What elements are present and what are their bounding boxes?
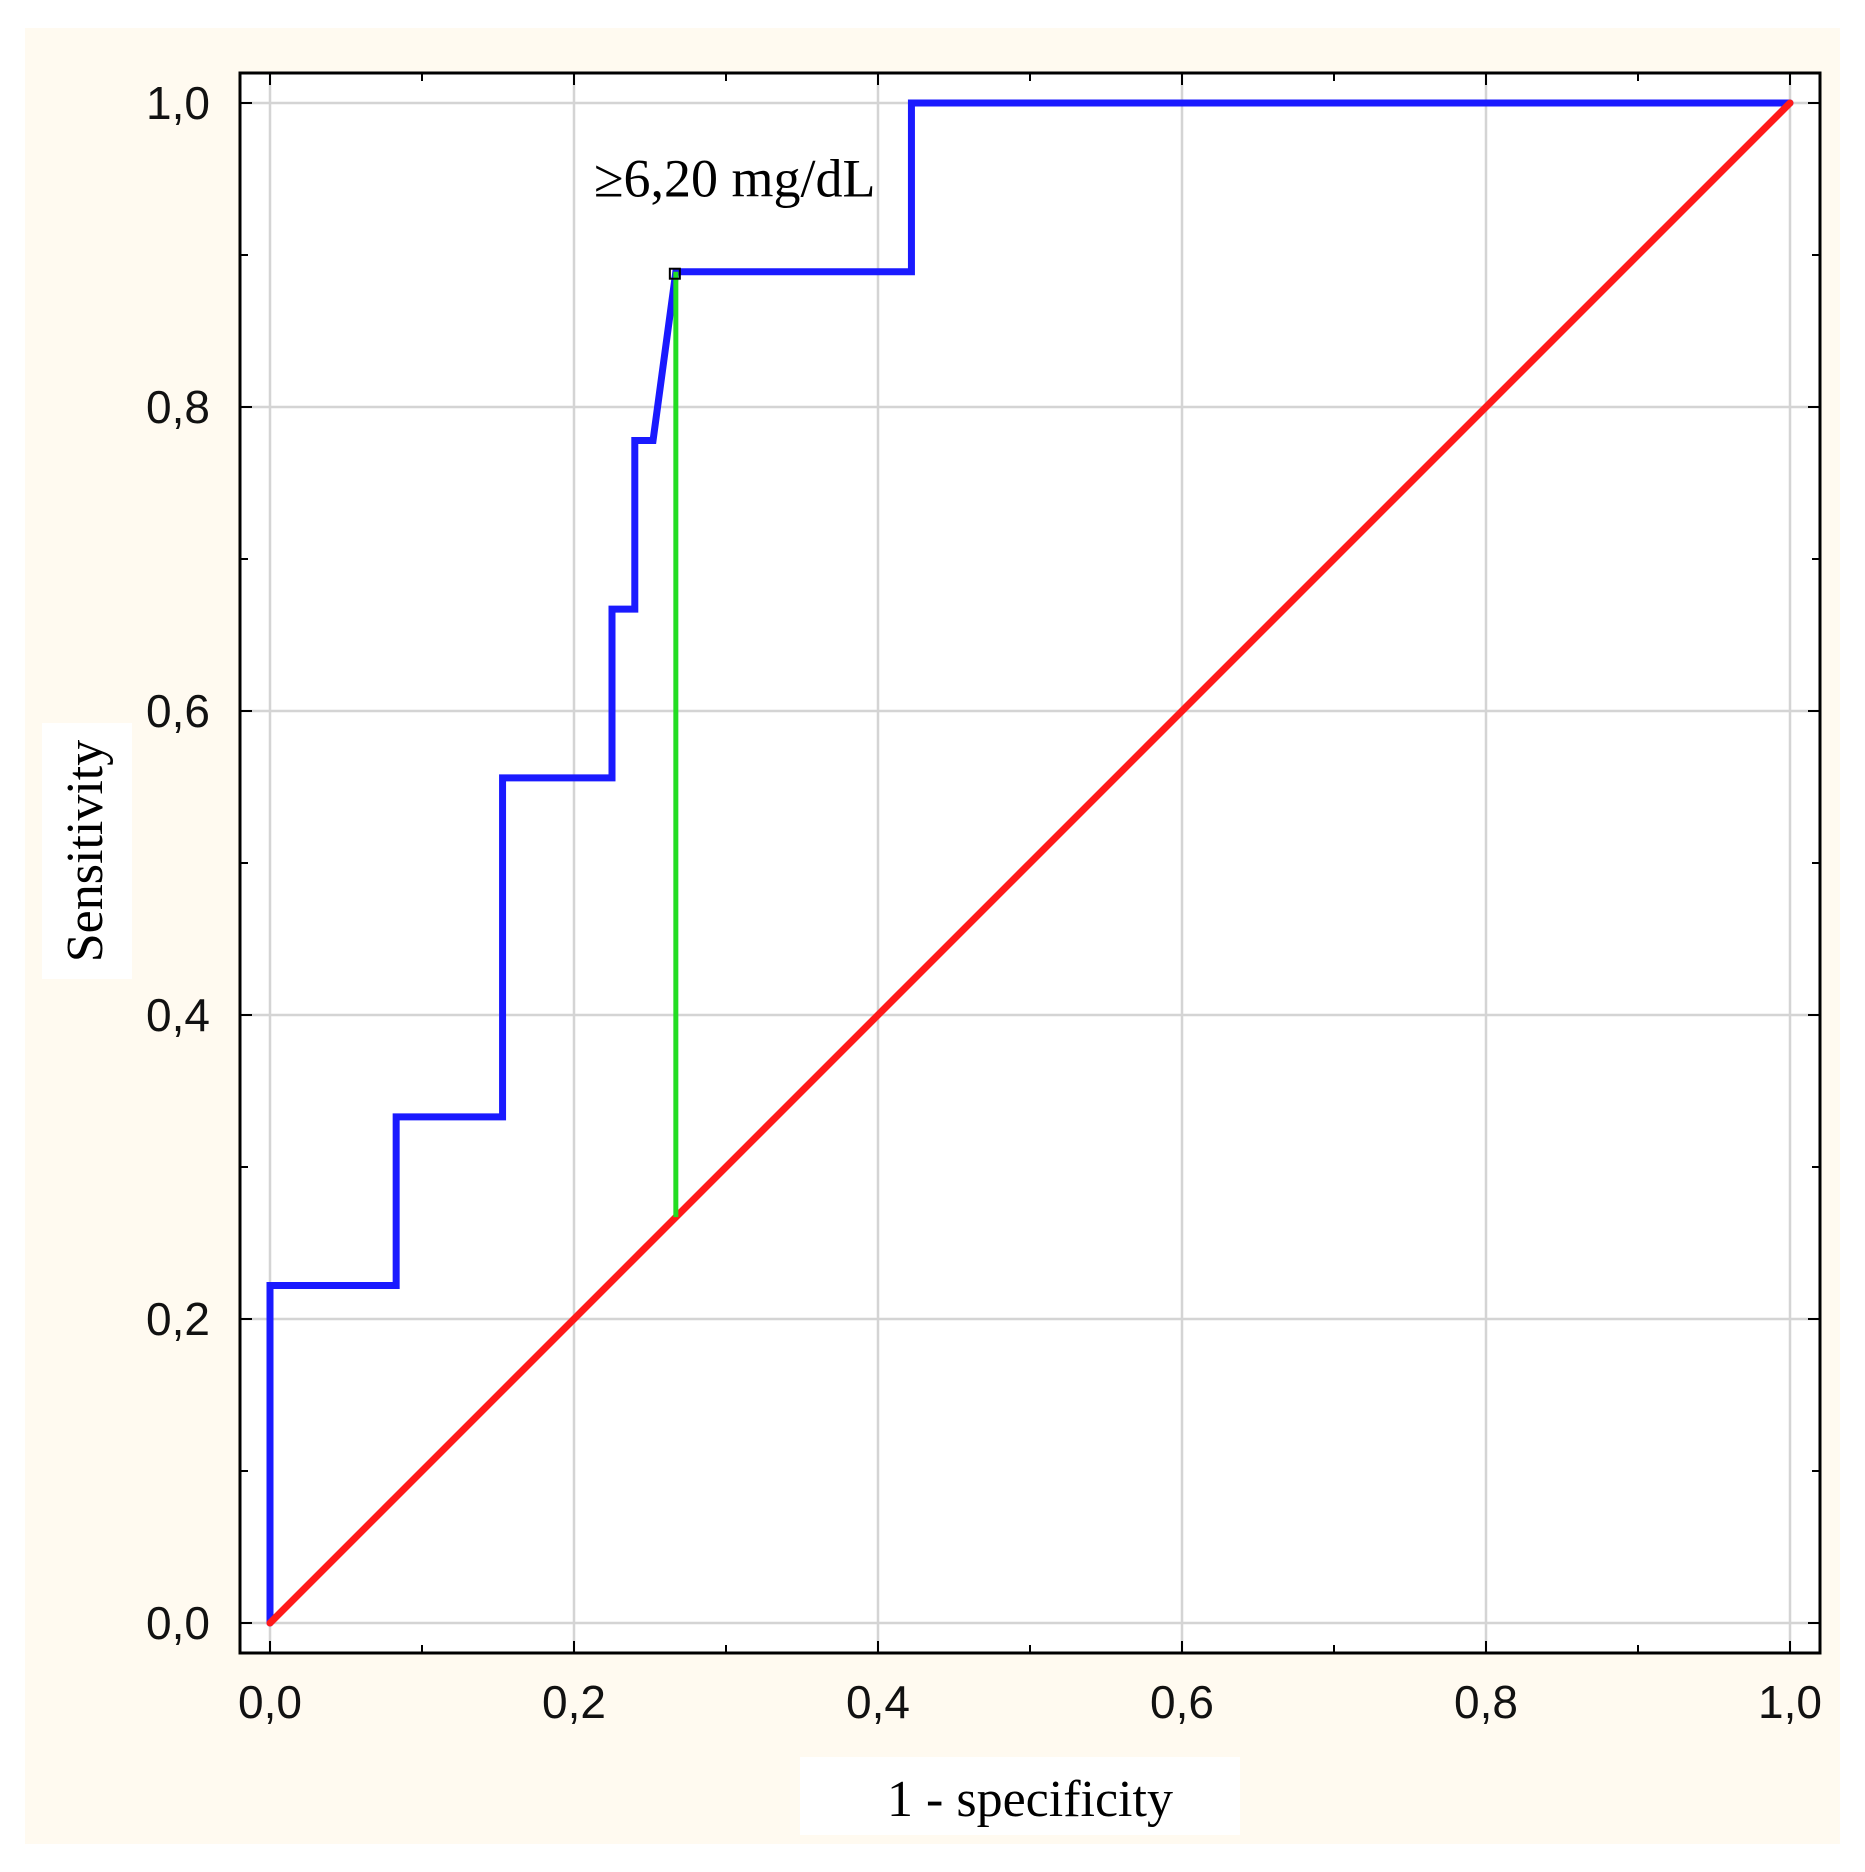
y-tick-label-4: 0,8 bbox=[146, 381, 210, 433]
tick-labels: 0,0 0,0 0,2 0,2 0,4 0,4 0,6 0,6 0,8 0,8 1,0 1,0 bbox=[146, 77, 1822, 1728]
x-tick-label-4: 0,8 bbox=[1454, 1676, 1518, 1728]
x-axis-title: 1 - specificity bbox=[887, 1771, 1173, 1828]
y-axis-title: Sensitivity bbox=[57, 740, 114, 962]
x-tick-label-2: 0,4 bbox=[846, 1676, 910, 1728]
y-axis-title-background bbox=[42, 723, 132, 979]
y-tick-label-5: 1,0 bbox=[146, 77, 210, 129]
cutoff-marker bbox=[668, 267, 681, 280]
y-tick-label-2: 0,4 bbox=[146, 989, 210, 1041]
plot-frame bbox=[238, 71, 1822, 1655]
cutoff-annotation-label: ≥6,20 mg/dL bbox=[594, 149, 876, 209]
x-tick-label-0: 0,0 bbox=[238, 1676, 302, 1728]
x-axis-title-background bbox=[800, 1757, 1240, 1835]
reference-diagonal-line bbox=[266, 99, 1794, 1627]
annotation-group: ≥6,20 mg/dL bbox=[594, 149, 876, 280]
y-tick-label-0: 0,0 bbox=[146, 1597, 210, 1649]
roc-curve-line bbox=[266, 99, 1794, 1627]
x-tick-label-3: 0,6 bbox=[1150, 1676, 1214, 1728]
x-tick-label-5: 1,0 bbox=[1758, 1676, 1822, 1728]
x-tick-label-1: 0,2 bbox=[542, 1676, 606, 1728]
y-tick-label-3: 0,6 bbox=[146, 685, 210, 737]
y-tick-label-1: 0,2 bbox=[146, 1293, 210, 1345]
series-group bbox=[266, 99, 1794, 1627]
